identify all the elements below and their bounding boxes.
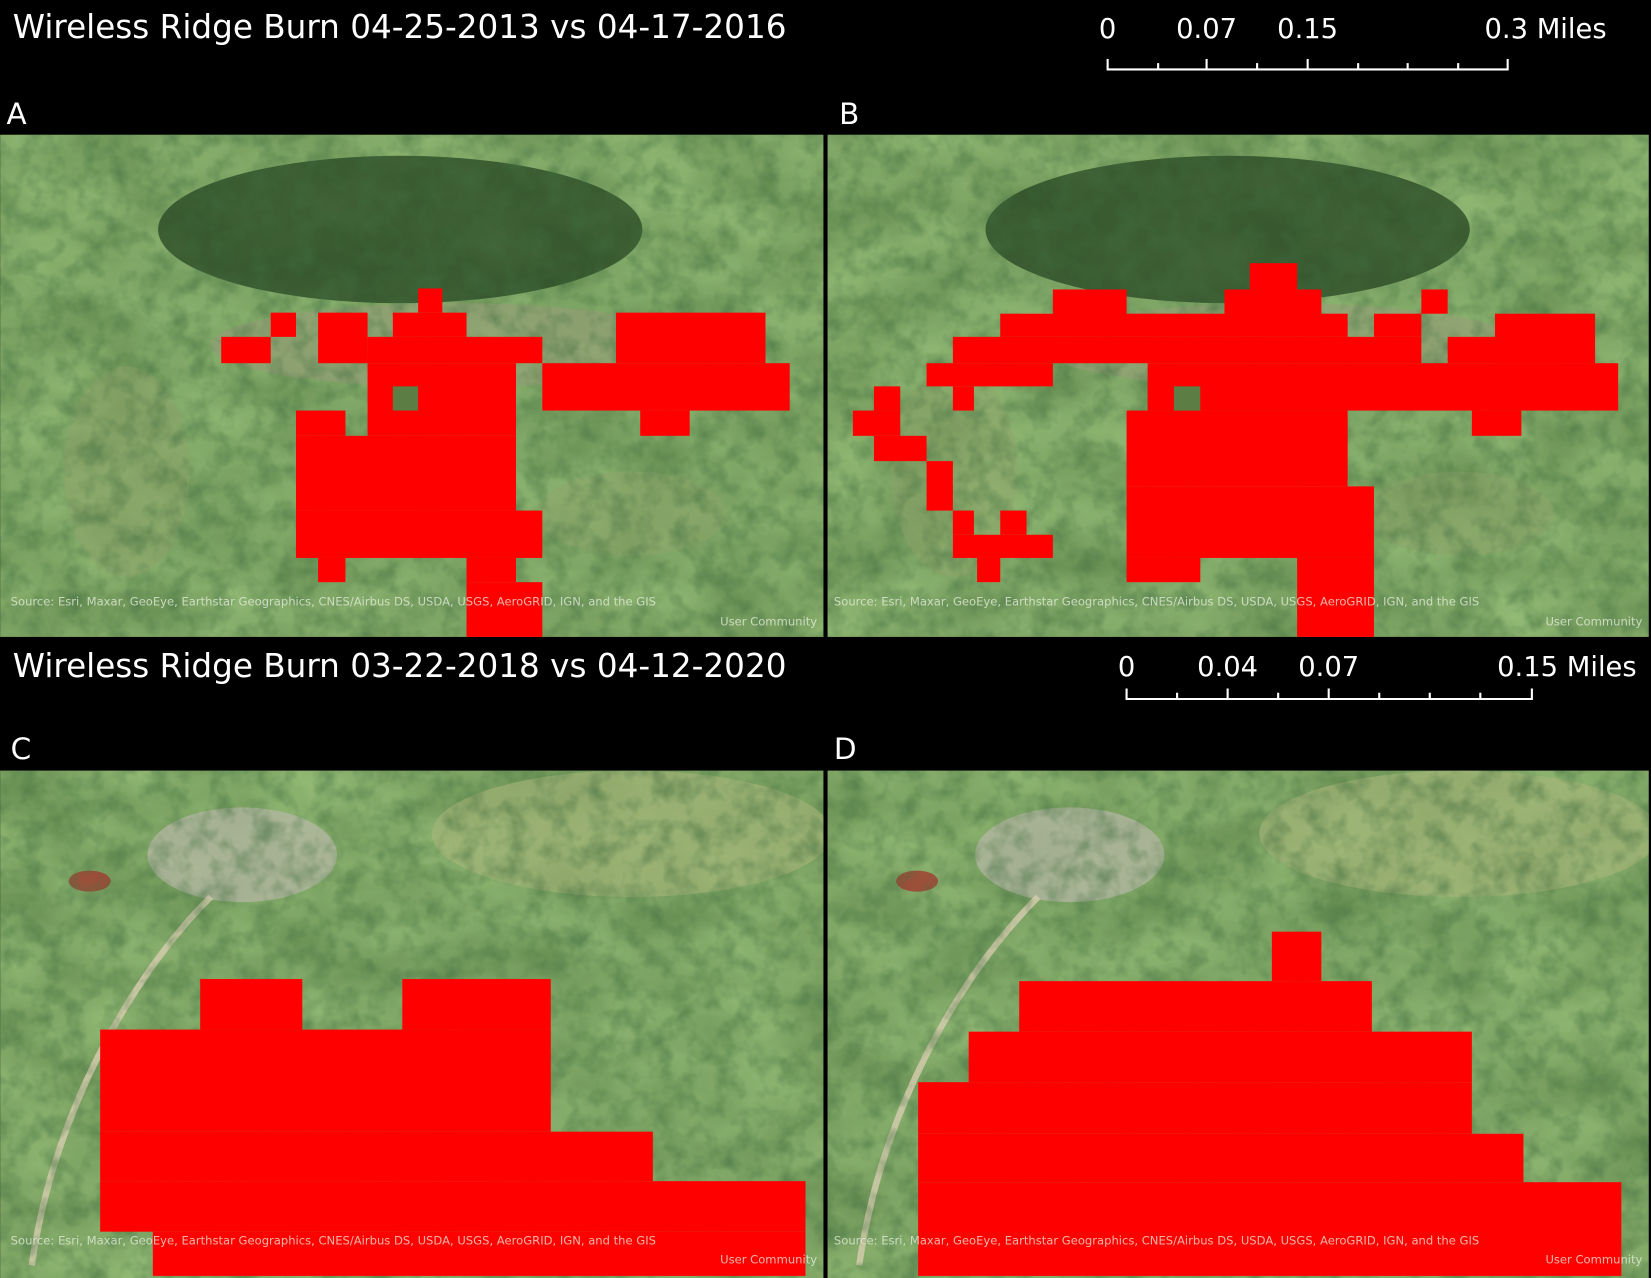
scale-bar	[1106, 58, 1509, 71]
burn-area	[466, 557, 517, 583]
burn-area	[918, 1133, 1524, 1183]
burn-area	[295, 510, 543, 558]
burn-area	[367, 336, 543, 364]
burn-area	[1447, 336, 1596, 364]
burn-area	[1471, 410, 1522, 436]
burn-area	[926, 363, 1053, 387]
burn-area	[852, 410, 901, 436]
unburned-cell	[392, 386, 419, 411]
burn-area	[1147, 363, 1619, 411]
burn-area	[952, 534, 1053, 558]
burn-area	[1373, 313, 1422, 337]
burn-area	[367, 363, 517, 436]
scale-label: 0.15	[1277, 14, 1338, 45]
burn-area	[318, 557, 346, 583]
panel-letter: C	[11, 732, 32, 766]
attribution: User Community	[720, 614, 817, 628]
burn-area	[402, 979, 551, 1030]
scale-label: 0.15 Miles	[1497, 652, 1637, 683]
attribution: Source: Esri, Maxar, GeoEye, Earthstar G…	[11, 1233, 656, 1247]
burn-area	[100, 1131, 653, 1182]
burn-area	[1000, 313, 1348, 337]
attribution: Source: Esri, Maxar, GeoEye, Earthstar G…	[834, 594, 1479, 608]
burn-area	[221, 336, 271, 364]
burn-area	[952, 510, 974, 535]
burn-area	[616, 312, 766, 364]
burn-area	[1421, 289, 1448, 314]
burn-area	[1019, 981, 1372, 1032]
burn-area	[968, 1031, 1472, 1083]
scale-label: 0.04	[1197, 652, 1258, 683]
burn-area	[1126, 486, 1374, 558]
burn-area	[977, 557, 1001, 583]
unburned-cell	[1173, 386, 1201, 411]
section-title: Wireless Ridge Burn 04-25-2013 vs 04-17-…	[13, 8, 787, 46]
burn-area	[295, 435, 517, 511]
scale-label: 0	[1099, 14, 1116, 45]
attribution: Source: Esri, Maxar, GeoEye, Earthstar G…	[11, 594, 656, 608]
burn-area	[318, 312, 368, 364]
burn-area	[918, 1182, 1622, 1276]
burn-area	[542, 363, 790, 411]
burn-area	[1224, 289, 1322, 316]
burn-area	[1000, 510, 1027, 535]
burn-area	[873, 386, 901, 411]
scale-label: 0.07	[1298, 652, 1359, 683]
burn-area	[1271, 931, 1322, 982]
burn-area	[1249, 263, 1298, 290]
burn-area	[926, 461, 953, 511]
attribution: User Community	[1545, 1252, 1642, 1266]
burn-area	[952, 336, 1422, 364]
burn-area	[918, 1082, 1472, 1134]
section-title: Wireless Ridge Burn 03-22-2018 vs 04-12-…	[13, 647, 787, 685]
attribution: User Community	[720, 1252, 817, 1266]
burn-area	[1126, 557, 1201, 583]
burn-area	[152, 1231, 806, 1276]
burn-area	[466, 582, 543, 637]
attribution: Source: Esri, Maxar, GeoEye, Earthstar G…	[834, 1233, 1479, 1247]
burn-area	[1297, 557, 1374, 637]
burn-area	[295, 410, 346, 436]
burn-area	[270, 312, 296, 337]
burn-area	[100, 1181, 806, 1232]
burn-area	[418, 288, 443, 313]
burn-area	[200, 979, 303, 1030]
panel-letter: A	[6, 97, 26, 131]
burn-area	[952, 386, 974, 411]
burn-area	[100, 1029, 551, 1132]
scale-label: 0.07	[1176, 14, 1237, 45]
burn-area	[640, 410, 690, 436]
scale-label: 0.3 Miles	[1485, 14, 1607, 45]
burn-area	[1126, 410, 1348, 487]
burn-area	[1052, 289, 1127, 316]
burn-area	[392, 312, 467, 337]
scale-label: 0	[1118, 652, 1135, 683]
attribution: User Community	[1545, 614, 1642, 628]
burn-area	[873, 435, 927, 462]
scale-bar	[1125, 688, 1533, 701]
panel-letter: B	[839, 97, 859, 131]
panel-letter: D	[834, 732, 857, 766]
